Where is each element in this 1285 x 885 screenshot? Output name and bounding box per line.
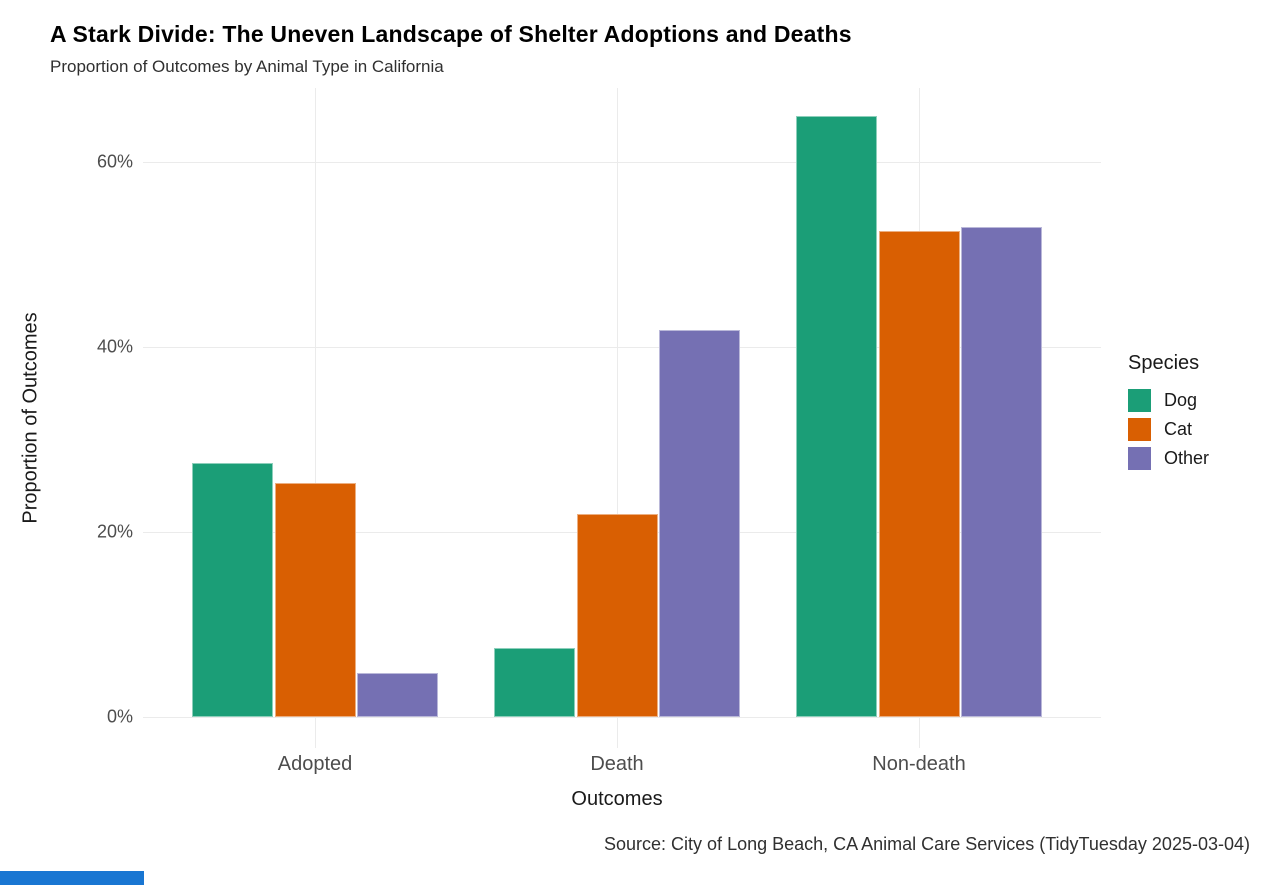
legend-items: Dog Cat Other bbox=[1128, 386, 1209, 473]
y-tick-label-0%: 0% bbox=[106, 706, 133, 727]
chart-caption: Source: City of Long Beach, CA Animal Ca… bbox=[604, 834, 1250, 854]
x-tick-label-adopted: Adopted bbox=[277, 753, 353, 775]
legend-swatch-dog bbox=[1128, 389, 1151, 412]
x-axis-title: Outcomes bbox=[571, 788, 663, 810]
plot-panel bbox=[143, 88, 1101, 748]
gridline-h-0% bbox=[143, 717, 1101, 718]
bar-dog-death bbox=[494, 647, 575, 717]
bar-cat-adopted bbox=[274, 482, 356, 717]
y-axis-title: Proportion of Outcomes bbox=[19, 312, 42, 524]
bar-cat-death bbox=[576, 514, 658, 717]
chart-title: A Stark Divide: The Uneven Landscape of … bbox=[50, 21, 852, 47]
y-tick-label-60%: 60% bbox=[96, 151, 133, 172]
x-tick-label-death: Death bbox=[590, 753, 644, 775]
bar-other-adopted bbox=[357, 672, 438, 717]
y-tick-label-40%: 40% bbox=[96, 336, 133, 357]
gridline-h-60% bbox=[143, 162, 1101, 163]
legend-swatch-cat bbox=[1128, 418, 1151, 441]
legend-item-dog: Dog bbox=[1128, 386, 1209, 415]
x-tick-label-non-death: Non-death bbox=[872, 753, 966, 775]
gridline-h-40% bbox=[143, 347, 1101, 348]
gridline-v-death bbox=[617, 88, 618, 748]
legend-item-other: Other bbox=[1128, 444, 1209, 473]
bottom-blue-strip bbox=[0, 871, 144, 885]
legend-item-label: Other bbox=[1164, 448, 1210, 468]
legend: Species Dog Cat Other bbox=[1128, 352, 1209, 473]
bar-other-non-death bbox=[961, 226, 1042, 717]
legend-swatch-other bbox=[1128, 447, 1151, 470]
y-tick-label-20%: 20% bbox=[96, 521, 133, 542]
legend-title: Species bbox=[1128, 352, 1200, 374]
legend-item-label: Cat bbox=[1164, 419, 1193, 439]
bar-dog-adopted bbox=[192, 462, 273, 717]
legend-item-cat: Cat bbox=[1128, 415, 1209, 444]
chart-subtitle: Proportion of Outcomes by Animal Type in… bbox=[50, 57, 444, 76]
bar-dog-non-death bbox=[796, 115, 877, 717]
bar-cat-non-death bbox=[878, 231, 960, 717]
gridline-v-adopted bbox=[315, 88, 316, 748]
bar-other-death bbox=[659, 330, 740, 717]
legend-item-label: Dog bbox=[1164, 390, 1198, 410]
